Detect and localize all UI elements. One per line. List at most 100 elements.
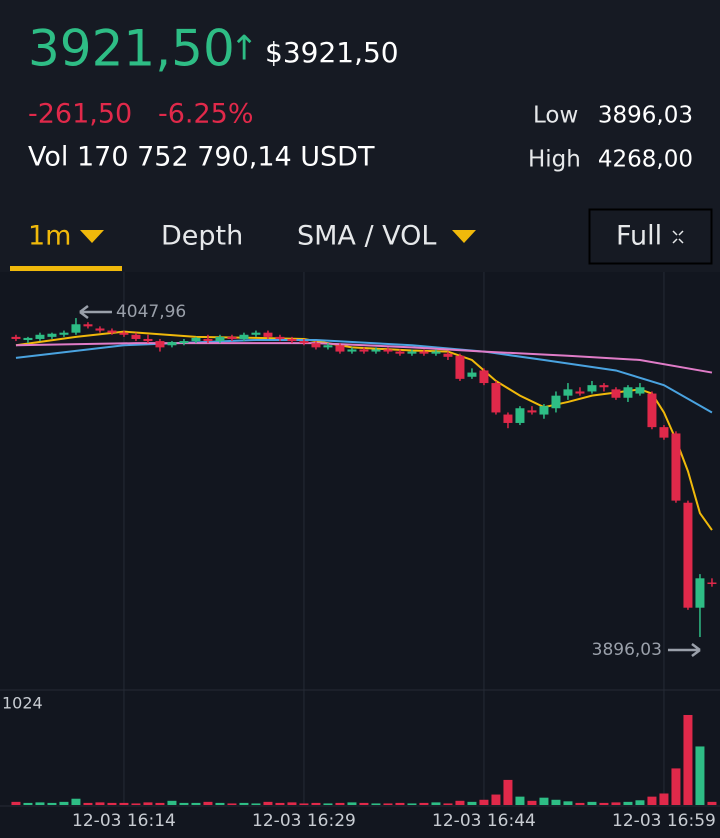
candle-body [419, 351, 429, 354]
candle-body [95, 328, 105, 331]
low-value: 3896,03 [598, 103, 693, 129]
volume-bar [347, 802, 357, 805]
candle-body [47, 333, 57, 337]
price-usd: $3921,50 [265, 36, 399, 69]
full-button[interactable] [588, 208, 713, 265]
dropdown-icon[interactable] [80, 230, 104, 243]
volume-bar [119, 802, 129, 805]
volume-bar [431, 802, 441, 805]
volume-bar [263, 801, 273, 805]
price-change-pct: -6.25% [158, 99, 254, 130]
volume-bar [479, 799, 489, 805]
depth-tab[interactable]: Depth [161, 221, 243, 252]
candle-body [407, 351, 417, 354]
plot: 12-03 16:14 12-03 16:29 12-03 16:44 12-03 1… [2, 272, 717, 831]
candle-body [455, 355, 465, 379]
volume-bar [527, 800, 537, 805]
volume-tick-label: 1024 [2, 693, 43, 712]
candle-body [143, 338, 153, 342]
min-marker-arrow [667, 643, 701, 658]
volume-bar [131, 803, 141, 805]
candle-body [587, 385, 597, 392]
volume-bar [407, 803, 417, 805]
last-price: 3921,50 [28, 20, 235, 78]
volume-bar [371, 803, 381, 805]
volume-bar [383, 803, 393, 805]
max-marker-label: 4047,96 [116, 302, 186, 322]
candle-body [335, 345, 345, 352]
interval-tab[interactable]: 1m [28, 221, 71, 252]
candle-body [479, 370, 489, 384]
dropdown-icon[interactable] [452, 230, 476, 243]
volume-bar [299, 803, 309, 805]
volume-bar [287, 802, 297, 805]
min-marker-label: 3896,03 [592, 640, 662, 660]
candle-body [311, 343, 321, 348]
candle-body [347, 349, 357, 352]
candle-body [695, 578, 705, 608]
candle-body [251, 332, 261, 335]
volume-bar [95, 802, 105, 805]
volume-bar [455, 800, 465, 805]
candle-body [575, 391, 585, 394]
volume-bar [311, 802, 321, 805]
candle-body [491, 383, 501, 413]
high-label: High [528, 147, 581, 173]
chart-background [0, 272, 720, 838]
volume-bar [443, 803, 453, 805]
volume-bar [275, 802, 285, 805]
candle-body [467, 372, 477, 377]
candle-body [167, 342, 177, 346]
indicator-tab[interactable]: SMA / VOL [297, 221, 436, 252]
full-button-label[interactable]: Full [616, 221, 662, 252]
candle-body [515, 408, 525, 423]
volume-bar [35, 802, 45, 805]
volume-bar [179, 802, 189, 805]
candle-body [611, 389, 621, 398]
x-tick-label: 12-03 16:44 [432, 811, 536, 831]
volume-bar [467, 801, 477, 805]
volume-bar [515, 796, 525, 805]
volume-bar [11, 801, 21, 805]
candle-body [107, 330, 117, 333]
candle-body [227, 336, 237, 339]
volume-bar [83, 802, 93, 805]
volume-bar [683, 714, 693, 805]
candle-body [359, 349, 369, 352]
x-tick-label: 12-03 16:59 [612, 811, 716, 831]
candle-body [539, 406, 549, 415]
volume-bar [587, 801, 597, 805]
candle-body [71, 324, 81, 333]
high-value: 4268,00 [598, 147, 693, 173]
volume-bar [635, 800, 645, 805]
expand-icon[interactable] [672, 230, 684, 244]
candle-body [287, 338, 297, 342]
x-tick-label: 12-03 16:29 [252, 811, 356, 831]
candle-body [707, 582, 717, 585]
volume-bar [143, 802, 153, 805]
candle-body [23, 337, 33, 341]
volume-bar [107, 802, 117, 805]
volume-bar [191, 802, 201, 805]
volume-bar [359, 802, 369, 805]
volume-bar [551, 799, 561, 805]
volume-bar [599, 802, 609, 805]
candle-body [263, 332, 273, 337]
candle-body [599, 385, 609, 388]
candle-body [323, 345, 333, 348]
volume-bar [323, 803, 333, 805]
volume-bar [419, 802, 429, 805]
volume-bar [59, 801, 69, 805]
candle-body [395, 351, 405, 354]
volume-bar [659, 793, 669, 805]
candle-body [179, 341, 189, 344]
candle-body [659, 427, 669, 438]
volume-bar [47, 802, 57, 805]
volume-bar [491, 794, 501, 805]
candle-body [527, 410, 537, 413]
volume-bar [395, 802, 405, 805]
volume-bar [611, 802, 621, 805]
candle-body [299, 341, 309, 344]
